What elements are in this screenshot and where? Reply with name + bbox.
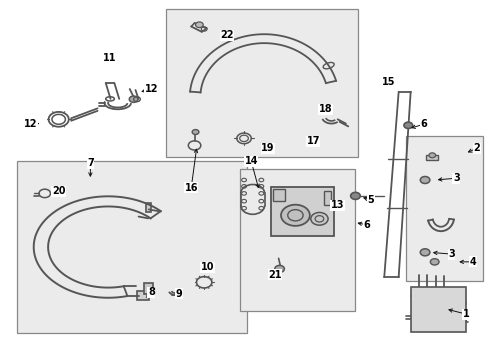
Text: 8: 8 <box>148 287 155 297</box>
Circle shape <box>311 212 328 225</box>
Circle shape <box>404 122 413 129</box>
Text: 16: 16 <box>184 183 198 193</box>
Text: 1: 1 <box>463 309 469 319</box>
Circle shape <box>196 22 203 28</box>
Text: 15: 15 <box>382 77 396 87</box>
Text: 7: 7 <box>87 158 94 168</box>
Text: 12: 12 <box>24 118 37 129</box>
Bar <box>426 155 438 159</box>
Bar <box>406 136 483 280</box>
Circle shape <box>351 192 360 199</box>
Text: 9: 9 <box>176 289 183 298</box>
Circle shape <box>281 205 310 226</box>
Text: 6: 6 <box>363 220 370 230</box>
Text: 5: 5 <box>368 195 374 205</box>
Text: 21: 21 <box>269 270 282 280</box>
Text: 13: 13 <box>331 201 344 210</box>
Circle shape <box>129 96 138 102</box>
Bar <box>147 203 151 212</box>
Text: 12: 12 <box>145 84 158 94</box>
Text: 19: 19 <box>261 143 275 153</box>
Text: 6: 6 <box>420 119 427 129</box>
Bar <box>166 9 358 157</box>
Bar <box>411 287 466 332</box>
Text: 2: 2 <box>473 143 480 153</box>
Text: 11: 11 <box>103 53 116 63</box>
Circle shape <box>430 259 439 265</box>
Bar <box>273 189 285 201</box>
Bar <box>137 292 149 300</box>
Circle shape <box>420 176 430 184</box>
Text: 20: 20 <box>52 186 66 196</box>
Bar <box>240 170 355 311</box>
Text: 17: 17 <box>306 136 320 146</box>
Bar <box>271 187 334 237</box>
Bar <box>324 190 331 205</box>
Text: 10: 10 <box>201 262 214 273</box>
Circle shape <box>420 249 430 256</box>
Text: 22: 22 <box>220 30 234 40</box>
Text: 4: 4 <box>470 257 476 267</box>
Text: 3: 3 <box>448 249 455 259</box>
Text: 14: 14 <box>245 156 258 166</box>
Circle shape <box>275 265 284 273</box>
Circle shape <box>192 130 199 135</box>
Text: 18: 18 <box>319 104 333 114</box>
Text: 3: 3 <box>453 173 460 183</box>
Bar <box>17 161 247 333</box>
Bar <box>144 283 153 294</box>
Circle shape <box>429 153 436 158</box>
